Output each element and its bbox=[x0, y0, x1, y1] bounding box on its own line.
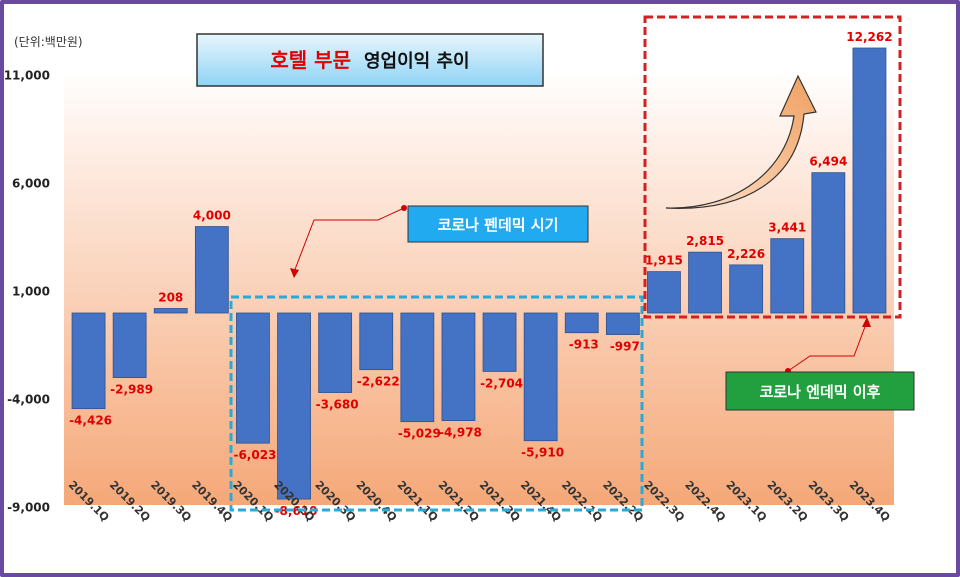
y-tick-label: 11,000 bbox=[4, 68, 50, 82]
data-label: -8,610 bbox=[275, 504, 318, 518]
bar bbox=[770, 238, 805, 314]
endemic-label: 코로나 엔데믹 이후 bbox=[760, 383, 881, 401]
data-label: -6,023 bbox=[233, 448, 276, 462]
plot-area bbox=[64, 69, 894, 505]
data-label: -2,622 bbox=[357, 375, 400, 389]
y-tick-label: 6,000 bbox=[12, 176, 50, 190]
data-label: 2,226 bbox=[727, 247, 765, 261]
bar bbox=[647, 271, 681, 314]
chart-title: 호텔 부문 영업이익 추이 bbox=[196, 33, 544, 87]
bar bbox=[400, 312, 435, 423]
data-label: -913 bbox=[569, 338, 599, 352]
data-label: -2,989 bbox=[110, 383, 153, 397]
chart-svg: (단위:백만원) 호텔 부문 영업이익 추이 11,000 6,000 1,000 -… bbox=[4, 15, 915, 524]
bar bbox=[236, 312, 270, 444]
endemic-annotation: 코로나 엔데믹 이후 bbox=[725, 317, 915, 411]
bar bbox=[153, 308, 188, 314]
bar bbox=[605, 312, 640, 335]
bar bbox=[564, 312, 599, 334]
data-label: -4,978 bbox=[439, 426, 482, 440]
bar bbox=[729, 264, 764, 314]
bar bbox=[318, 312, 353, 393]
data-label: 1,915 bbox=[645, 254, 683, 268]
bar bbox=[811, 172, 846, 314]
title-rest: 영업이익 추이 bbox=[364, 51, 470, 72]
bar bbox=[194, 226, 229, 314]
bar bbox=[359, 312, 394, 371]
data-label: 6,494 bbox=[809, 155, 847, 169]
data-label: 2,815 bbox=[686, 234, 724, 248]
data-label: -5,910 bbox=[521, 446, 564, 460]
growth-arrow-icon bbox=[665, 74, 817, 209]
data-label: 4,000 bbox=[193, 209, 231, 223]
pandemic-label: 코로나 펜데믹 시기 bbox=[438, 216, 559, 234]
data-label: -3,680 bbox=[316, 398, 359, 412]
data-label: -5,029 bbox=[398, 427, 441, 441]
y-tick-label: -9,000 bbox=[7, 501, 50, 515]
data-label: -4,426 bbox=[69, 414, 112, 428]
pandemic-period-box bbox=[229, 295, 644, 512]
svg-text:호텔 부문 영업이익 추이: 호텔 부문 영업이익 추이 bbox=[270, 48, 469, 72]
y-axis: 11,000 6,000 1,000 -4,000 -9,000 bbox=[4, 68, 50, 514]
bar bbox=[523, 312, 558, 442]
data-label: -2,704 bbox=[480, 376, 523, 390]
data-label: -997 bbox=[610, 340, 640, 354]
data-label: 12,262 bbox=[846, 30, 892, 44]
bar bbox=[441, 312, 476, 421]
endemic-period-box bbox=[643, 15, 902, 319]
bar bbox=[112, 312, 147, 378]
value-labels: -4,426 -2,989 208 4,000 -6,023 -8,610 -3,680 -2… bbox=[69, 30, 893, 518]
pandemic-annotation: 코로나 펜데믹 시기 bbox=[290, 205, 589, 278]
y-tick-label: -4,000 bbox=[7, 392, 50, 406]
bar bbox=[482, 312, 517, 372]
title-highlight: 호텔 부문 bbox=[270, 48, 351, 72]
bar-series bbox=[71, 47, 887, 500]
data-label: 3,441 bbox=[768, 221, 806, 235]
unit-label: (단위:백만원) bbox=[14, 35, 83, 49]
bar bbox=[688, 251, 722, 314]
bar bbox=[852, 47, 887, 314]
y-tick-label: 1,000 bbox=[12, 284, 50, 298]
bar bbox=[71, 312, 106, 410]
bar bbox=[277, 312, 311, 500]
data-label: 208 bbox=[158, 291, 183, 305]
